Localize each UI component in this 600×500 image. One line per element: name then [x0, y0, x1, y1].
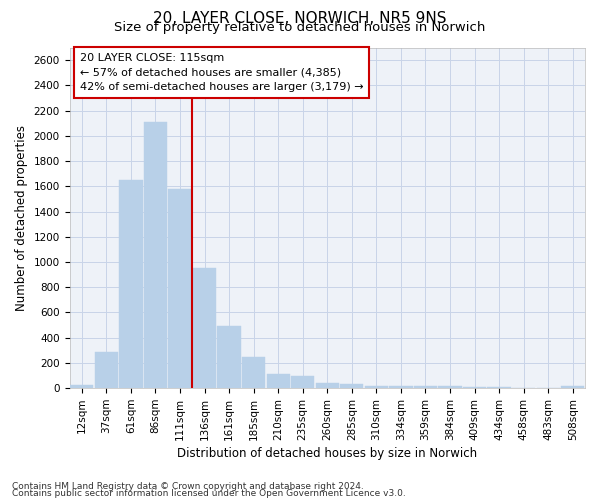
Bar — [561, 386, 584, 388]
Text: Size of property relative to detached houses in Norwich: Size of property relative to detached ho… — [115, 21, 485, 34]
Text: Contains HM Land Registry data © Crown copyright and database right 2024.: Contains HM Land Registry data © Crown c… — [12, 482, 364, 491]
Bar — [291, 376, 314, 388]
Y-axis label: Number of detached properties: Number of detached properties — [15, 125, 28, 311]
Bar — [463, 387, 486, 388]
Bar — [217, 326, 241, 388]
Bar — [144, 122, 167, 388]
Bar — [414, 386, 437, 388]
Bar — [169, 190, 191, 388]
Bar — [119, 180, 143, 388]
Bar — [266, 374, 290, 388]
Text: Contains public sector information licensed under the Open Government Licence v3: Contains public sector information licen… — [12, 489, 406, 498]
Bar — [340, 384, 364, 388]
Bar — [487, 387, 511, 388]
Text: 20, LAYER CLOSE, NORWICH, NR5 9NS: 20, LAYER CLOSE, NORWICH, NR5 9NS — [153, 11, 447, 26]
Bar — [70, 386, 94, 388]
Text: 20 LAYER CLOSE: 115sqm
← 57% of detached houses are smaller (4,385)
42% of semi-: 20 LAYER CLOSE: 115sqm ← 57% of detached… — [80, 52, 364, 92]
Bar — [389, 386, 413, 388]
Bar — [365, 386, 388, 388]
Bar — [242, 358, 265, 388]
Bar — [316, 383, 339, 388]
X-axis label: Distribution of detached houses by size in Norwich: Distribution of detached houses by size … — [177, 447, 478, 460]
Bar — [193, 268, 216, 388]
Bar — [439, 386, 461, 388]
Bar — [95, 352, 118, 388]
